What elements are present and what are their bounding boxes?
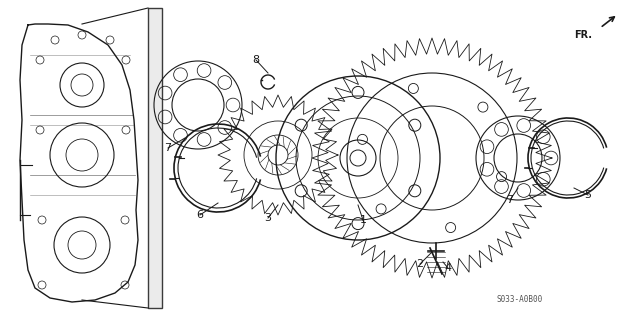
Text: 6: 6 bbox=[196, 210, 204, 220]
Polygon shape bbox=[148, 8, 162, 308]
Text: 4: 4 bbox=[444, 263, 452, 273]
Text: S033-A0B00: S033-A0B00 bbox=[497, 295, 543, 305]
Text: 8: 8 bbox=[252, 55, 260, 65]
Text: 3: 3 bbox=[264, 213, 271, 223]
Text: 5: 5 bbox=[584, 190, 591, 200]
Text: 1: 1 bbox=[360, 215, 367, 225]
Text: 7: 7 bbox=[506, 195, 513, 205]
Text: FR.: FR. bbox=[574, 30, 592, 40]
Text: 2: 2 bbox=[417, 259, 424, 269]
Text: 7: 7 bbox=[164, 143, 172, 153]
